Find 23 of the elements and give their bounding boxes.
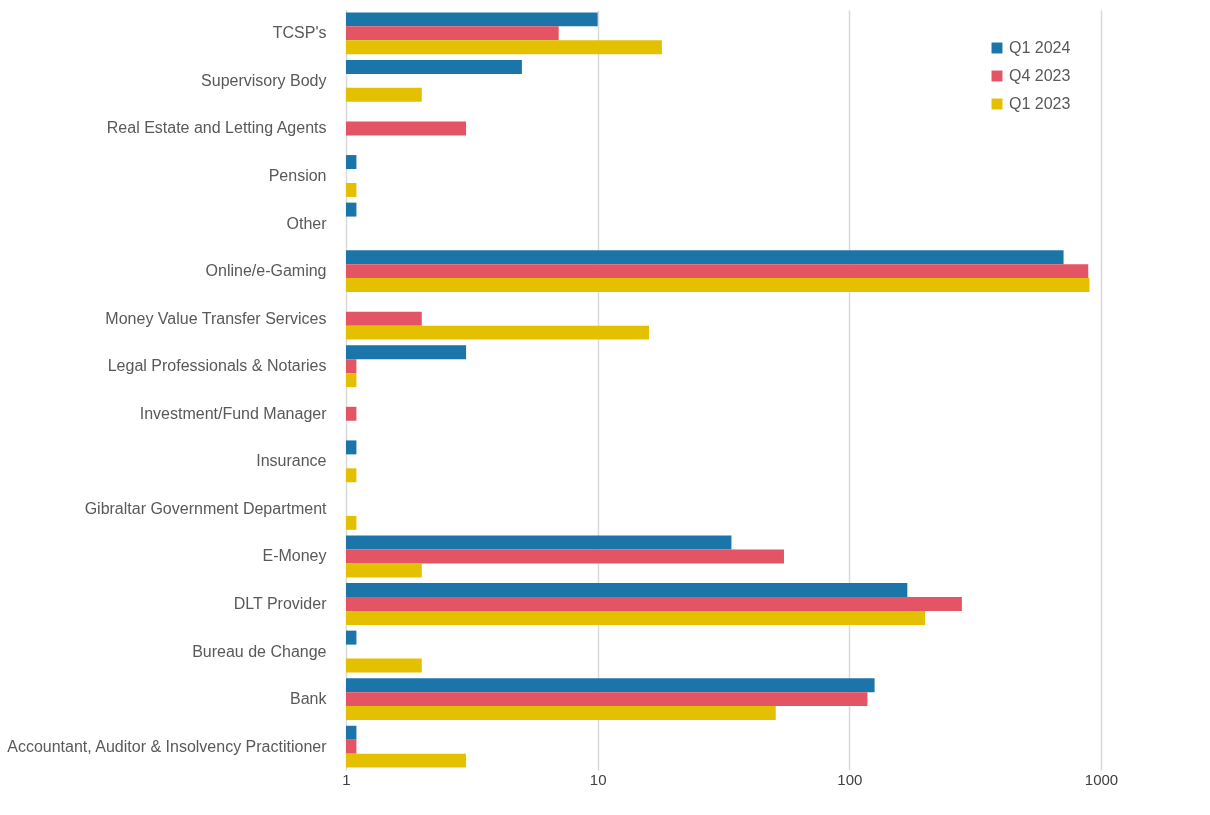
x-tick-label: 1000 bbox=[1084, 770, 1119, 788]
legend-label: Q1 2023 bbox=[1009, 95, 1071, 112]
y-tick-label: E-Money bbox=[262, 547, 327, 565]
y-tick-label: Money Value Transfer Services bbox=[105, 309, 327, 327]
y-tick-label: Bureau de Change bbox=[192, 642, 327, 660]
y-tick-label: Online/e-Gaming bbox=[205, 262, 327, 280]
y-tick-label: Insurance bbox=[256, 452, 327, 470]
y-tick-label: Other bbox=[286, 214, 328, 232]
x-tick-label: 1 bbox=[342, 770, 351, 788]
x-tick-label: 10 bbox=[589, 770, 607, 788]
y-tick-label: DLT Provider bbox=[233, 595, 328, 613]
y-tick-label: Pension bbox=[268, 166, 327, 184]
y-tick-label: Real Estate and Letting Agents bbox=[106, 119, 327, 137]
y-tick-label: TCSP's bbox=[272, 24, 327, 42]
y-tick-label: Bank bbox=[290, 690, 328, 708]
x-tick-label: 100 bbox=[837, 770, 863, 788]
legend-label: Q4 2023 bbox=[1009, 67, 1071, 84]
y-tick-label: Gibraltar Government Department bbox=[84, 499, 328, 517]
y-tick-label: Legal Professionals & Notaries bbox=[107, 357, 327, 375]
y-tick-label: Supervisory Body bbox=[201, 71, 327, 89]
y-tick-label: Accountant, Auditor & Insolvency Practitioner bbox=[7, 737, 328, 755]
y-tick-label: Investment/Fund Manager bbox=[139, 404, 328, 422]
legend-label: Q1 2024 bbox=[1009, 39, 1071, 56]
